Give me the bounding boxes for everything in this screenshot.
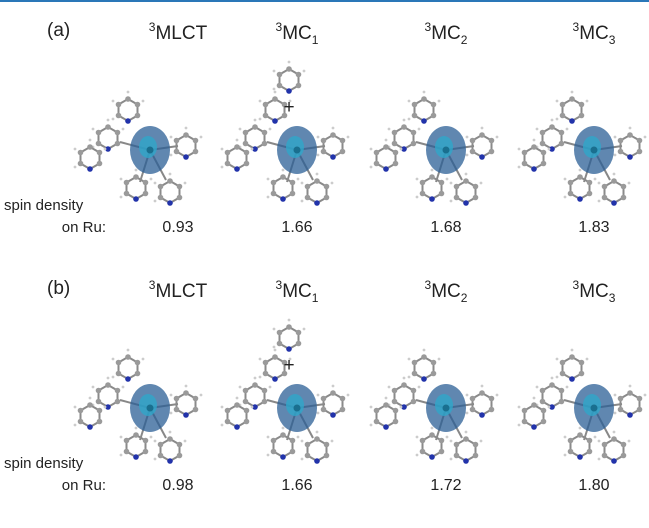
spin-density-value: 1.83 xyxy=(578,219,609,236)
row-label: spin density xyxy=(4,197,84,214)
row-label: on Ru: xyxy=(62,477,106,494)
subscript: 2 xyxy=(461,291,468,305)
ion-pair-symbol: + xyxy=(283,355,294,376)
row-label: on Ru: xyxy=(62,219,106,236)
state-name: MC xyxy=(431,281,461,302)
subscript: 1 xyxy=(312,33,319,47)
ion-pair-symbol: + xyxy=(283,97,294,118)
spin-density-value: 1.66 xyxy=(281,219,312,236)
molecule xyxy=(74,91,203,206)
spin-density-value: 0.98 xyxy=(162,477,193,494)
page: (a)3MLCT0.933MC1+1.663MC21.683MC31.83spi… xyxy=(0,0,649,523)
state-header: 3MC2 xyxy=(425,20,468,47)
state-header: 3MC3 xyxy=(573,278,616,305)
subscript: 3 xyxy=(609,291,616,305)
state-name: MLCT xyxy=(155,23,207,44)
state-header: 3MC1 xyxy=(276,278,319,305)
panel-label: (b) xyxy=(47,278,70,299)
figure: (a)3MLCT0.933MC1+1.663MC21.683MC31.83spi… xyxy=(0,0,649,523)
panel: (b)3MLCT0.983MC1+1.663MC21.723MC31.80spi… xyxy=(4,278,646,494)
state-header: 3MLCT xyxy=(149,20,208,44)
state-name: MLCT xyxy=(155,281,207,302)
spin-density-value: 1.66 xyxy=(281,477,312,494)
subscript: 2 xyxy=(461,33,468,47)
panel-label: (a) xyxy=(47,20,70,41)
pyridine xyxy=(273,61,306,94)
state-name: MC xyxy=(431,23,461,44)
molecule xyxy=(518,91,647,206)
spin-density-value: 1.72 xyxy=(430,477,461,494)
state-name: MC xyxy=(579,23,609,44)
state-name: MC xyxy=(282,281,312,302)
row-label: spin density xyxy=(4,455,84,472)
state-name: MC xyxy=(579,281,609,302)
state-name: MC xyxy=(282,23,312,44)
molecule xyxy=(74,349,203,464)
molecule xyxy=(370,91,499,206)
subscript: 3 xyxy=(609,33,616,47)
subscript: 1 xyxy=(312,291,319,305)
panel: (a)3MLCT0.933MC1+1.663MC21.683MC31.83spi… xyxy=(4,20,646,236)
state-header: 3MC2 xyxy=(425,278,468,305)
pyridine xyxy=(273,319,306,352)
state-header: 3MC3 xyxy=(573,20,616,47)
spin-density-value: 0.93 xyxy=(162,219,193,236)
state-header: 3MC1 xyxy=(276,20,319,47)
molecule xyxy=(370,349,499,464)
state-header: 3MLCT xyxy=(149,278,208,302)
molecule xyxy=(518,349,647,464)
spin-density-value: 1.80 xyxy=(578,477,609,494)
spin-density-value: 1.68 xyxy=(430,219,461,236)
